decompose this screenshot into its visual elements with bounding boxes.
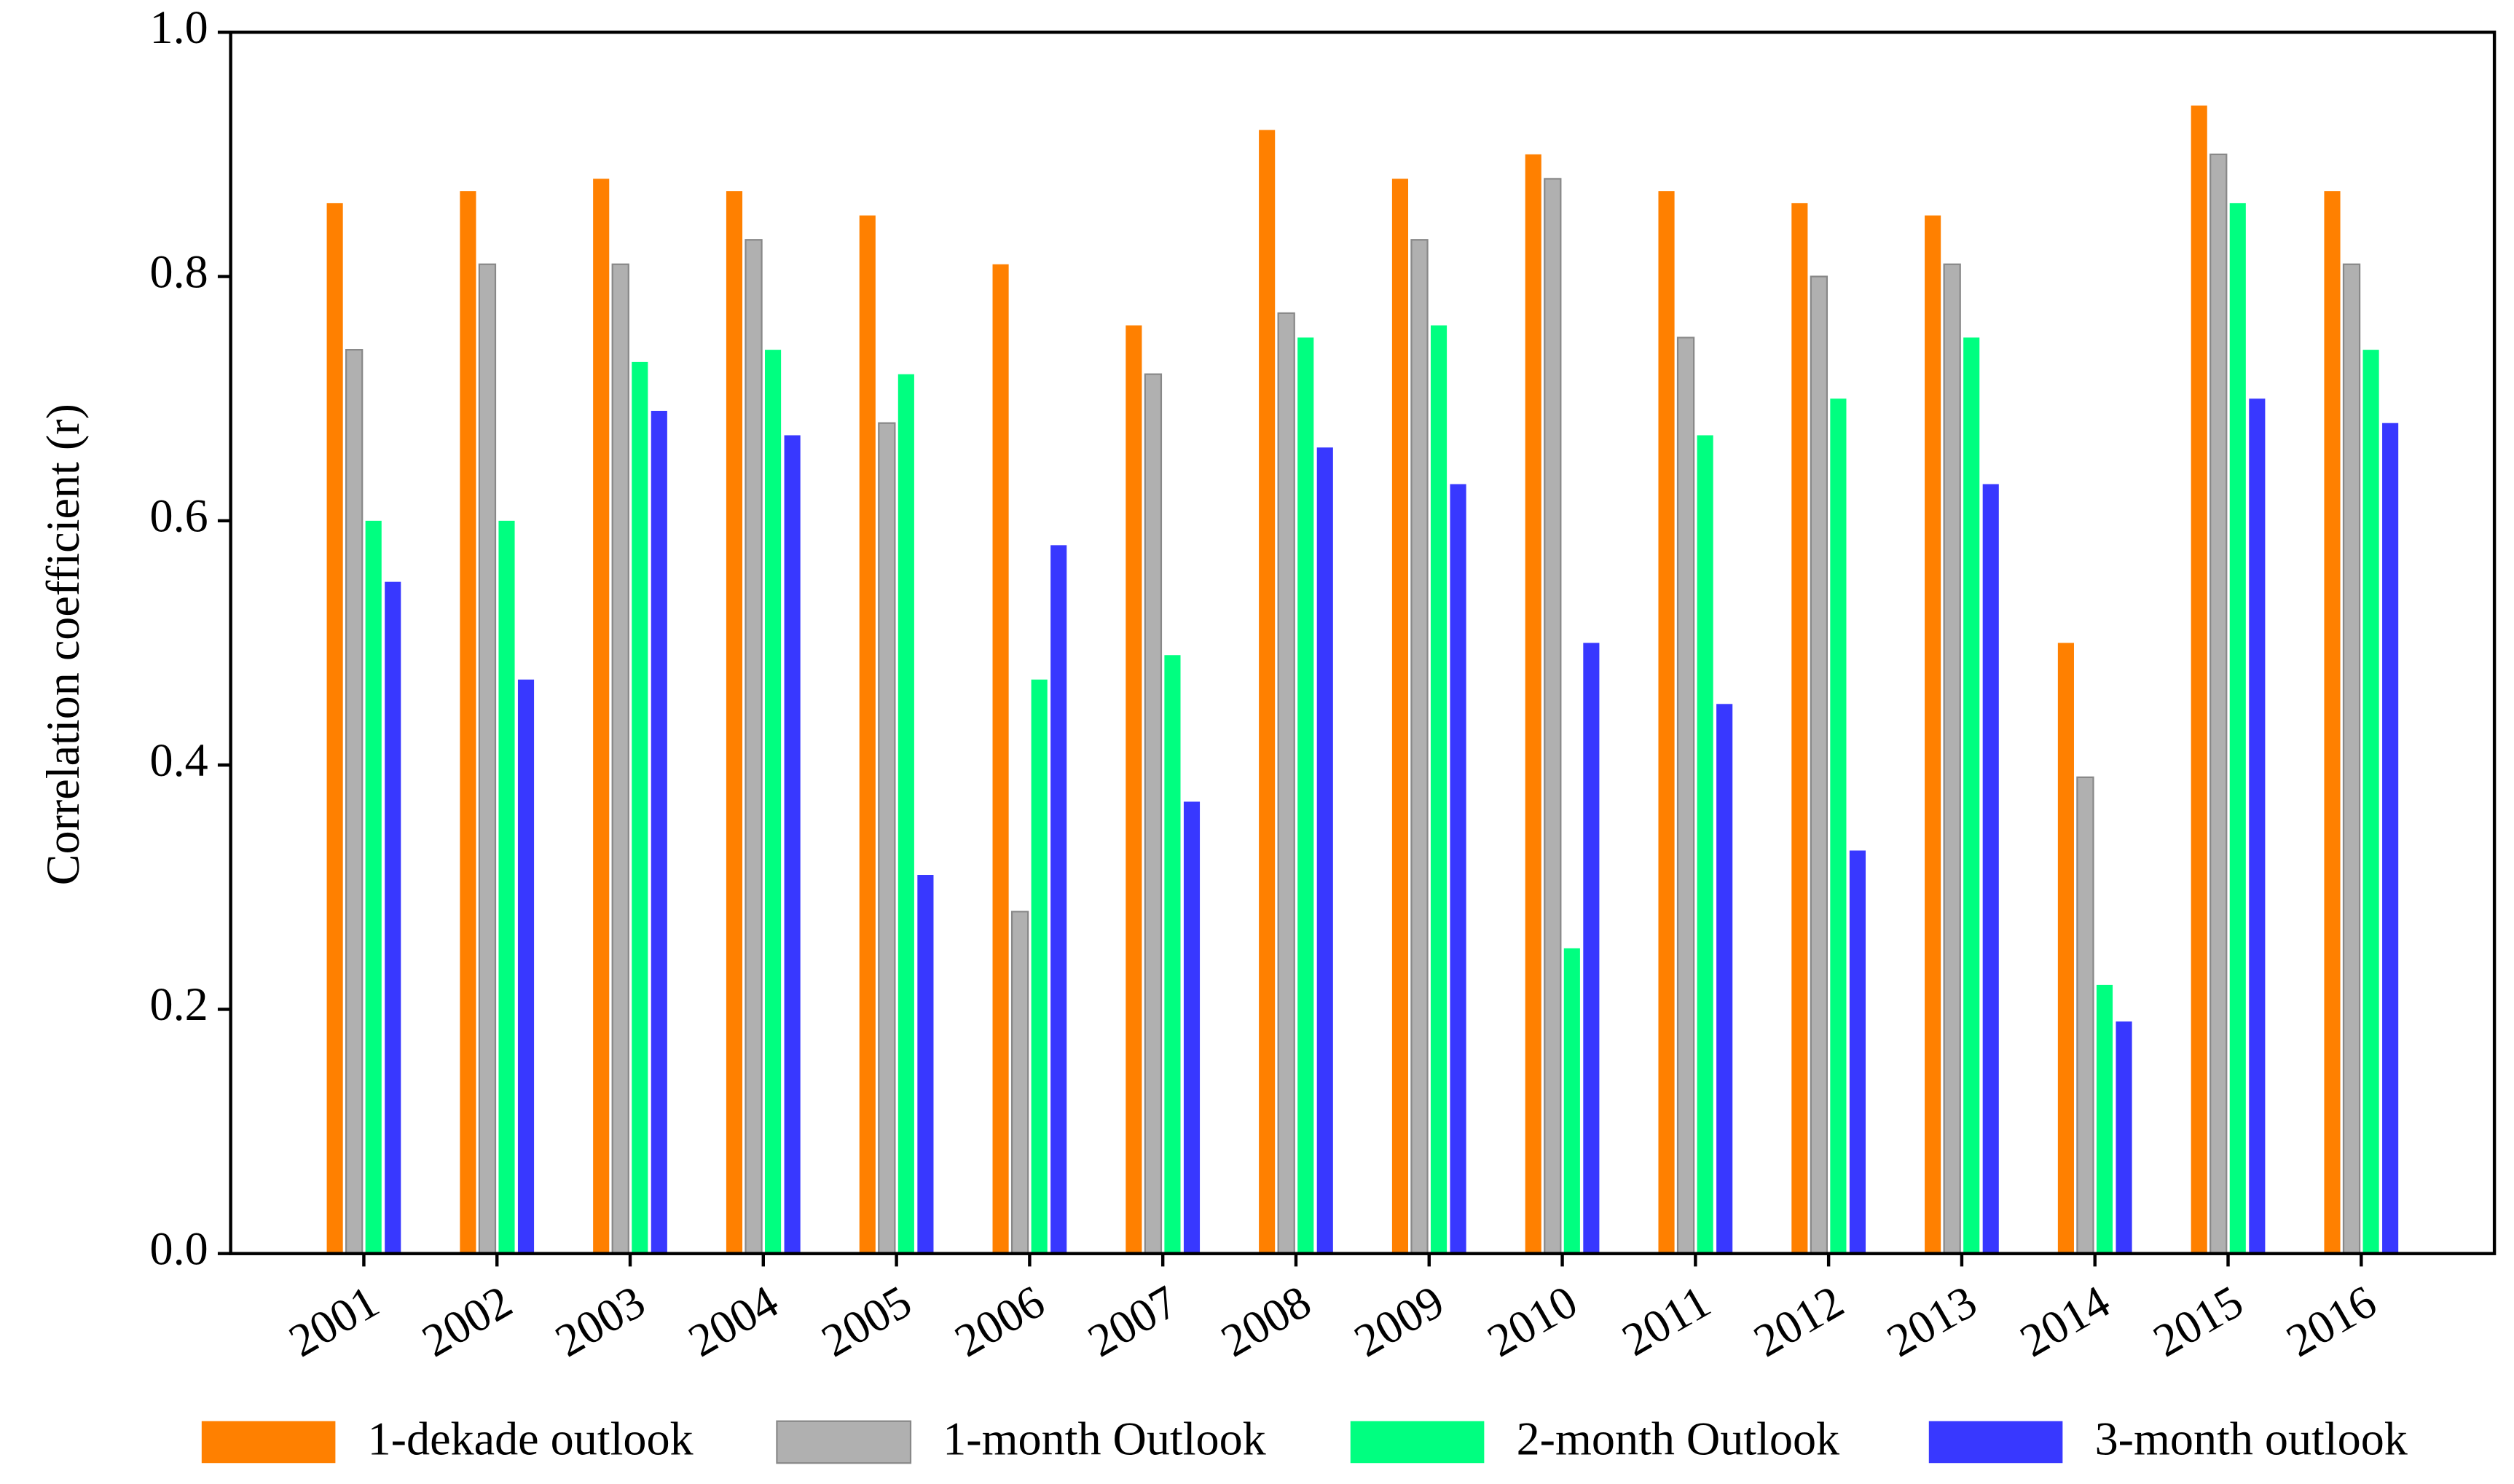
bar [1830,399,1847,1254]
legend-swatch [776,1420,912,1464]
bar [1144,373,1163,1255]
bar [1716,704,1733,1254]
legend-label: 3-month outlook [2095,1413,2408,1464]
bar [2249,399,2266,1254]
bar [2209,153,2228,1255]
bar [1676,337,1695,1255]
x-tick-label: 2006 [946,1275,1053,1367]
bar [2096,984,2113,1254]
bar [1430,325,1447,1254]
bar [1259,130,1276,1254]
y-tick-label: 0.2 [150,978,208,1030]
y-tick-label: 0.4 [150,734,208,786]
y-tick-label: 0.0 [150,1222,208,1274]
bar [1583,643,1600,1254]
x-tick-label: 2010 [1479,1275,1586,1367]
bar [1391,178,1409,1254]
bar [326,203,343,1254]
y-tick-label: 1.0 [150,1,208,53]
x-tick-label: 2013 [1878,1275,1985,1367]
bar [1943,263,1961,1255]
bar [1316,447,1333,1254]
y-tick-label: 0.6 [150,490,208,542]
bar [651,410,667,1254]
x-tick-label: 2002 [414,1275,521,1367]
bar [726,191,743,1254]
bar [1450,484,1466,1254]
x-tick-label: 2007 [1080,1275,1187,1367]
x-tick-label: 2016 [2278,1275,2385,1367]
x-tick-label: 2014 [2011,1275,2118,1367]
x-tick-label: 2008 [1212,1275,1319,1367]
bar [1544,178,1562,1255]
bar [1525,154,1541,1254]
legend-label: 2-month Outlook [1517,1413,1840,1464]
bar [917,875,934,1254]
bar [1297,337,1314,1254]
x-tick-label: 2009 [1346,1275,1453,1367]
bar [2116,1021,2132,1254]
bar [498,520,515,1254]
bar [517,679,535,1254]
y-axis-label: Correlation coefficient (r) [37,404,89,885]
bar [1164,655,1181,1254]
bar [1963,337,1980,1254]
bar [1031,679,1048,1254]
bar [2191,105,2207,1254]
bar [784,435,801,1254]
bar [1849,850,1866,1254]
bar [1010,911,1029,1255]
x-tick-label: 2001 [280,1275,388,1367]
x-tick-label: 2011 [1614,1275,1719,1365]
bar [1050,545,1067,1254]
x-tick-label: 2004 [680,1275,787,1367]
bar [1277,312,1295,1255]
bar [1183,801,1201,1254]
bar [1563,948,1580,1254]
bar [2076,776,2094,1255]
bar [859,215,876,1254]
bar [1810,275,1828,1255]
bar [1126,325,1142,1254]
legend-swatch [1928,1421,2063,1464]
x-tick-label: 2015 [2145,1275,2252,1367]
bar [611,263,629,1255]
plot-frame [229,31,2497,1255]
y-tick-label: 0.8 [150,246,208,297]
bar [2057,643,2074,1254]
bar [2342,263,2361,1255]
bar [460,191,476,1254]
bar [593,178,610,1254]
legend-label: 1-dekade outlook [368,1413,694,1464]
bar [992,264,1009,1254]
bar [478,263,497,1255]
bar [2324,191,2341,1254]
bar [1658,191,1675,1254]
legend-label: 1-month Outlook [943,1413,1266,1464]
bar [345,349,364,1255]
bar [2362,350,2379,1254]
x-tick-label: 2005 [813,1275,920,1367]
bar [2229,203,2246,1254]
legend-swatch [201,1421,336,1464]
legend-swatch [1350,1421,1485,1464]
bar [1791,203,1808,1254]
bar [632,361,648,1254]
bar [897,374,914,1254]
bar [365,520,382,1254]
bar [1410,239,1429,1255]
x-tick-label: 2012 [1745,1275,1853,1367]
bar [385,581,401,1254]
bar [878,422,896,1255]
bar [1925,215,1941,1254]
bar [1697,435,1713,1254]
bar [1982,484,1999,1254]
bar [765,350,782,1254]
bar [745,239,763,1255]
x-tick-label: 2003 [546,1275,653,1367]
bar [2382,423,2399,1254]
